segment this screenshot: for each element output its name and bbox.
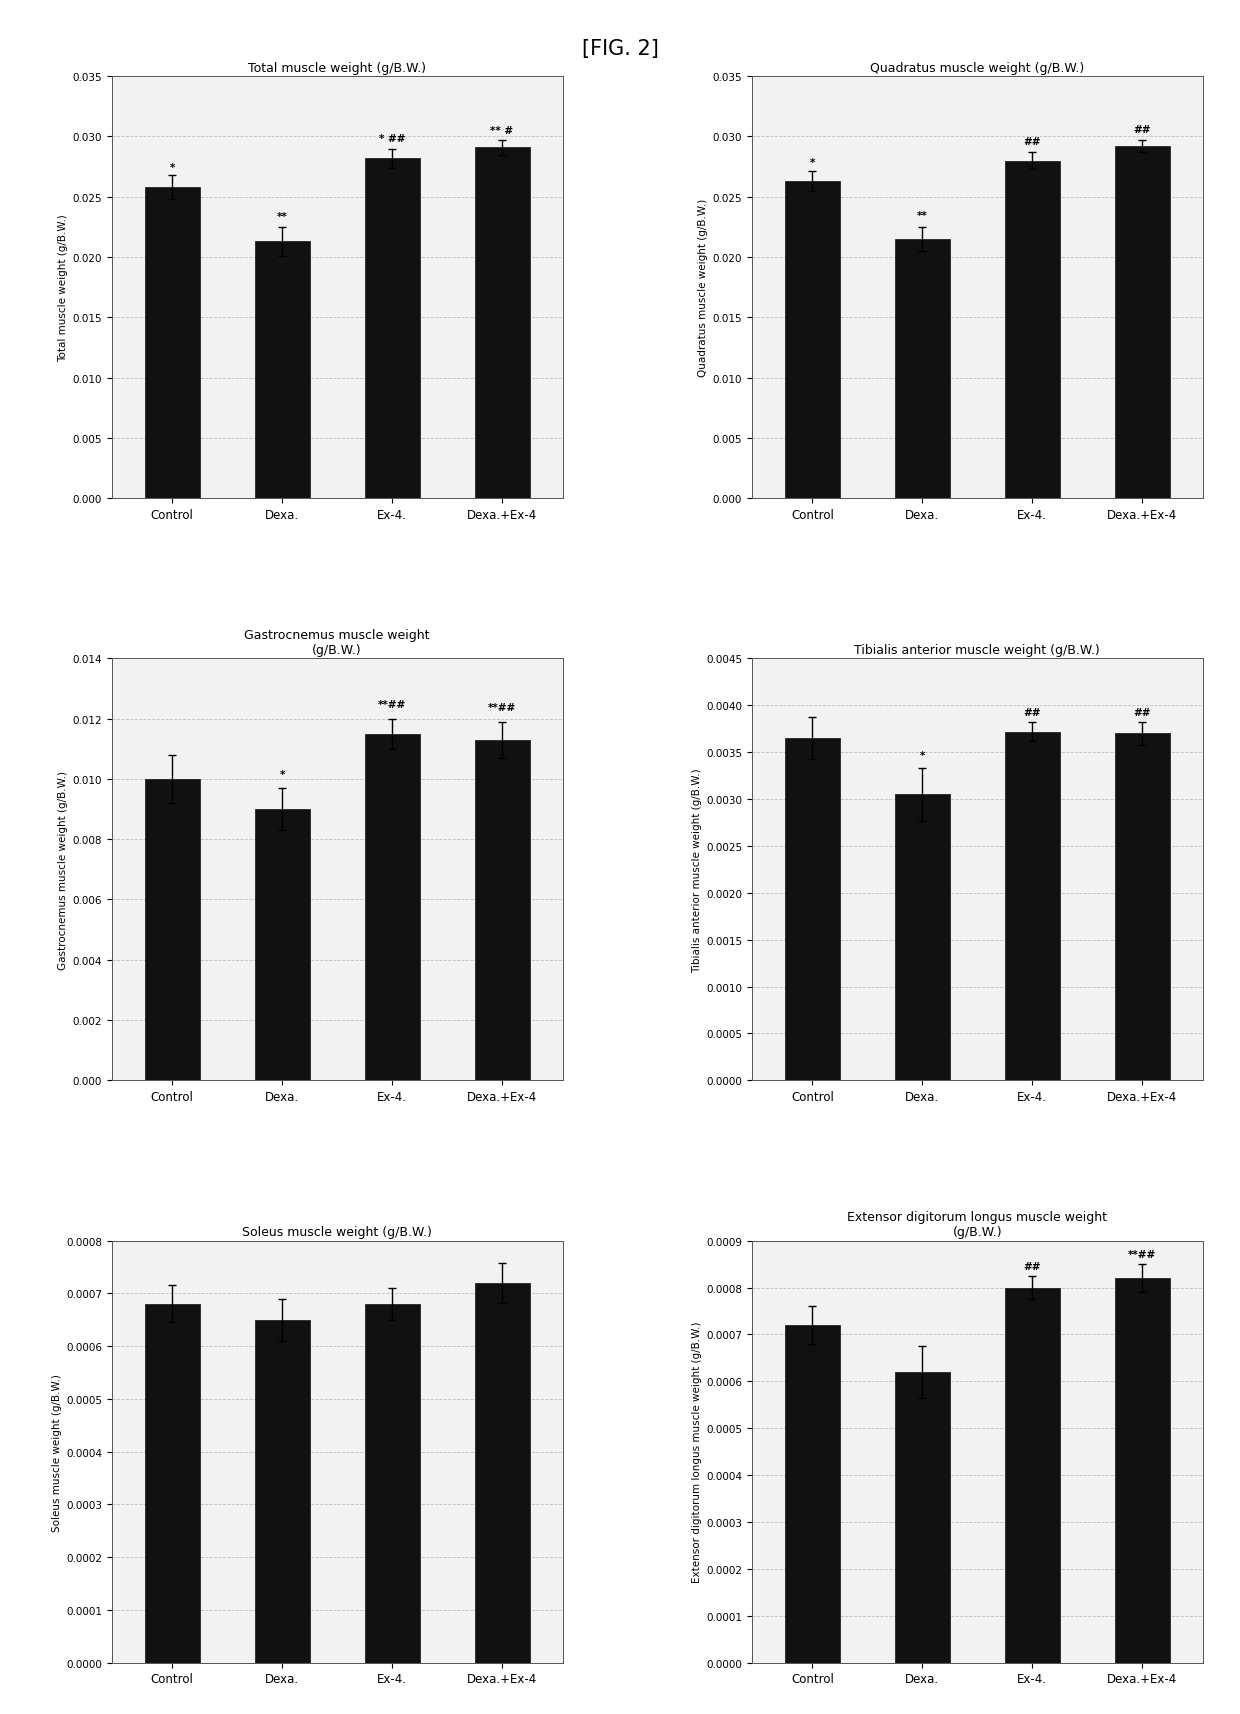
Y-axis label: Tibialis anterior muscle weight (g/B.W.): Tibialis anterior muscle weight (g/B.W.) — [692, 768, 702, 972]
Title: Total muscle weight (g/B.W.): Total muscle weight (g/B.W.) — [248, 62, 427, 75]
Title: Quadratus muscle weight (g/B.W.): Quadratus muscle weight (g/B.W.) — [870, 62, 1085, 75]
Bar — [365, 159, 419, 499]
Y-axis label: Soleus muscle weight (g/B.W.): Soleus muscle weight (g/B.W.) — [52, 1373, 62, 1531]
Y-axis label: Quadratus muscle weight (g/B.W.): Quadratus muscle weight (g/B.W.) — [698, 199, 708, 377]
Text: ** #: ** # — [491, 127, 513, 137]
Text: **##: **## — [1128, 1250, 1157, 1260]
Text: [FIG. 2]: [FIG. 2] — [582, 39, 658, 60]
Text: *: * — [810, 158, 815, 168]
Bar — [895, 795, 950, 1082]
Bar — [895, 240, 950, 499]
Text: ##: ## — [1133, 125, 1151, 135]
Bar — [785, 1325, 839, 1663]
Text: *: * — [279, 770, 285, 780]
Bar — [1004, 732, 1060, 1082]
Bar — [365, 734, 419, 1082]
Text: * ##: * ## — [378, 134, 405, 144]
Text: **: ** — [277, 213, 288, 221]
Title: Gastrocnemus muscle weight
(g/B.W.): Gastrocnemus muscle weight (g/B.W.) — [244, 629, 430, 656]
Title: Soleus muscle weight (g/B.W.): Soleus muscle weight (g/B.W.) — [242, 1226, 432, 1238]
Bar — [1004, 1287, 1060, 1663]
Bar — [145, 189, 200, 499]
Text: ##: ## — [1133, 708, 1151, 718]
Bar — [475, 147, 529, 499]
Bar — [1004, 161, 1060, 499]
Bar — [254, 242, 310, 499]
Text: **: ** — [918, 211, 928, 221]
Bar — [785, 739, 839, 1082]
Text: ##: ## — [1023, 1262, 1042, 1272]
Bar — [1115, 147, 1169, 499]
Title: Extensor digitorum longus muscle weight
(g/B.W.): Extensor digitorum longus muscle weight … — [847, 1210, 1107, 1238]
Text: *: * — [170, 163, 175, 173]
Bar — [145, 1304, 200, 1663]
Y-axis label: Total muscle weight (g/B.W.): Total muscle weight (g/B.W.) — [58, 214, 68, 362]
Text: **##: **## — [487, 703, 516, 713]
Bar — [475, 740, 529, 1082]
Text: *: * — [920, 751, 925, 761]
Bar — [1115, 1279, 1169, 1663]
Bar — [475, 1284, 529, 1663]
Y-axis label: Gastrocnemus muscle weight (g/B.W.): Gastrocnemus muscle weight (g/B.W.) — [58, 770, 68, 970]
Y-axis label: Extensor digitorum longus muscle weight (g/B.W.): Extensor digitorum longus muscle weight … — [692, 1321, 702, 1582]
Bar — [895, 1373, 950, 1663]
Text: ##: ## — [1023, 137, 1042, 147]
Bar — [254, 809, 310, 1082]
Title: Tibialis anterior muscle weight (g/B.W.): Tibialis anterior muscle weight (g/B.W.) — [854, 643, 1100, 656]
Bar — [254, 1320, 310, 1663]
Text: ##: ## — [1023, 708, 1042, 718]
Text: **##: **## — [378, 699, 407, 710]
Bar — [1115, 734, 1169, 1082]
Bar — [145, 780, 200, 1082]
Bar — [785, 182, 839, 499]
Bar — [365, 1304, 419, 1663]
